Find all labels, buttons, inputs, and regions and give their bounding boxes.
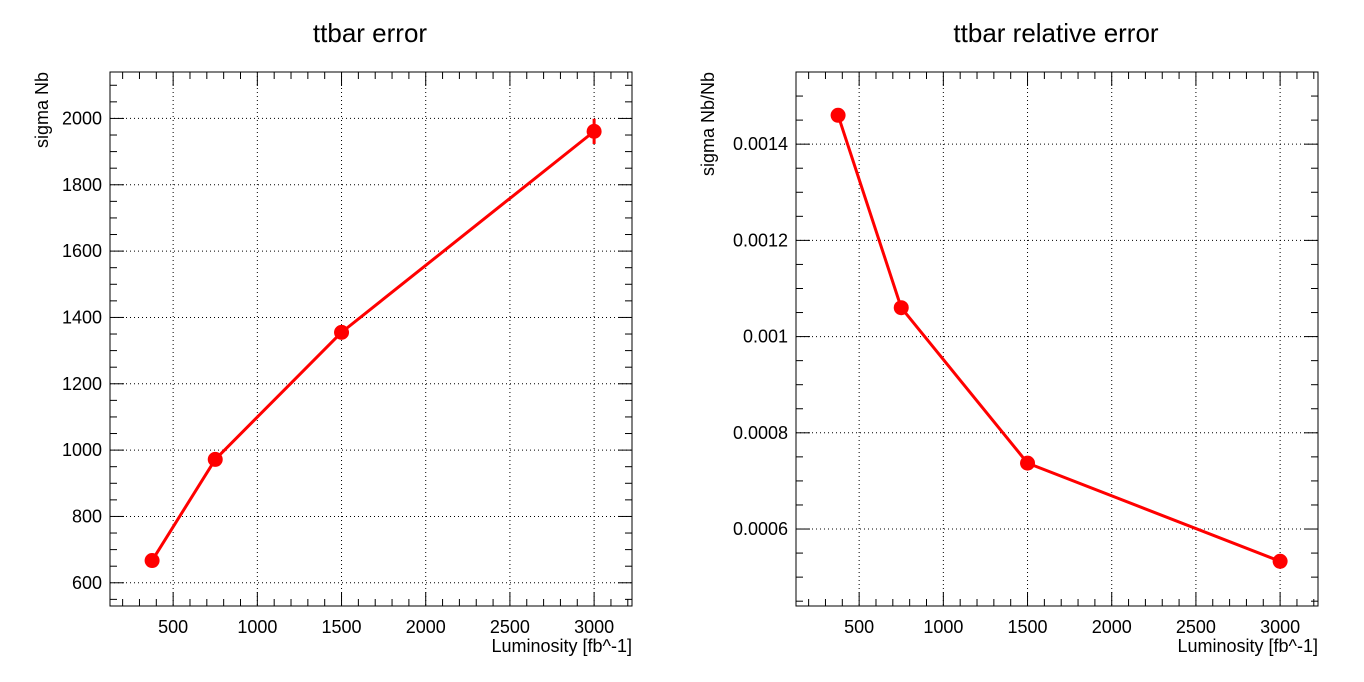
y-tick-label: 1400 [62, 307, 102, 327]
x-tick-label: 500 [844, 617, 874, 637]
chart-title: ttbar relative error [953, 18, 1159, 48]
y-tick-label: 1600 [62, 241, 102, 261]
plot-frame [795, 71, 1319, 607]
x-tick-label: 3000 [574, 617, 614, 637]
x-tick-label: 2000 [1092, 617, 1132, 637]
data-point [586, 123, 602, 139]
data-point [893, 300, 909, 316]
x-tick-label: 2000 [406, 617, 446, 637]
y-tick-label: 1800 [62, 175, 102, 195]
y-tick-label: 0.001 [743, 327, 788, 347]
chart-title: ttbar error [313, 18, 427, 48]
y-tick-label: 0.0006 [733, 519, 788, 539]
y-tick-label: 0.0008 [733, 423, 788, 443]
x-axis-title: Luminosity [fb^-1] [1177, 636, 1318, 656]
y-axis-title: sigma Nb [32, 72, 52, 148]
series-line [836, 114, 1281, 563]
data-point [830, 107, 846, 123]
x-tick-label: 1500 [322, 617, 362, 637]
y-tick-label: 600 [72, 573, 102, 593]
y-axis-title: sigma Nb/Nb [698, 72, 718, 176]
x-tick-label: 2500 [1176, 617, 1216, 637]
data-point [207, 451, 223, 467]
y-tick-label: 0.0014 [733, 134, 788, 154]
x-tick-label: 1500 [1008, 617, 1048, 637]
data-point [1272, 553, 1288, 569]
chart-panel-absolute-error: ttbar error Luminosity [fb^-1] sigma Nb … [32, 18, 633, 656]
x-tick-label: 500 [158, 617, 188, 637]
data-point [1020, 455, 1036, 471]
x-tick-label: 1000 [923, 617, 963, 637]
plot-frame [109, 71, 633, 607]
chart-panel-relative-error: ttbar relative error Luminosity [fb^-1] … [698, 18, 1319, 656]
x-axis-title: Luminosity [fb^-1] [491, 636, 632, 656]
x-tick-label: 1000 [237, 617, 277, 637]
x-tick-label: 3000 [1260, 617, 1300, 637]
data-point [334, 324, 350, 340]
y-tick-label: 2000 [62, 108, 102, 128]
y-tick-label: 800 [72, 506, 102, 526]
data-point [144, 553, 160, 569]
y-tick-label: 1000 [62, 440, 102, 460]
y-tick-label: 1200 [62, 374, 102, 394]
series-line [150, 130, 596, 562]
x-tick-label: 2500 [490, 617, 530, 637]
y-tick-label: 0.0012 [733, 230, 788, 250]
